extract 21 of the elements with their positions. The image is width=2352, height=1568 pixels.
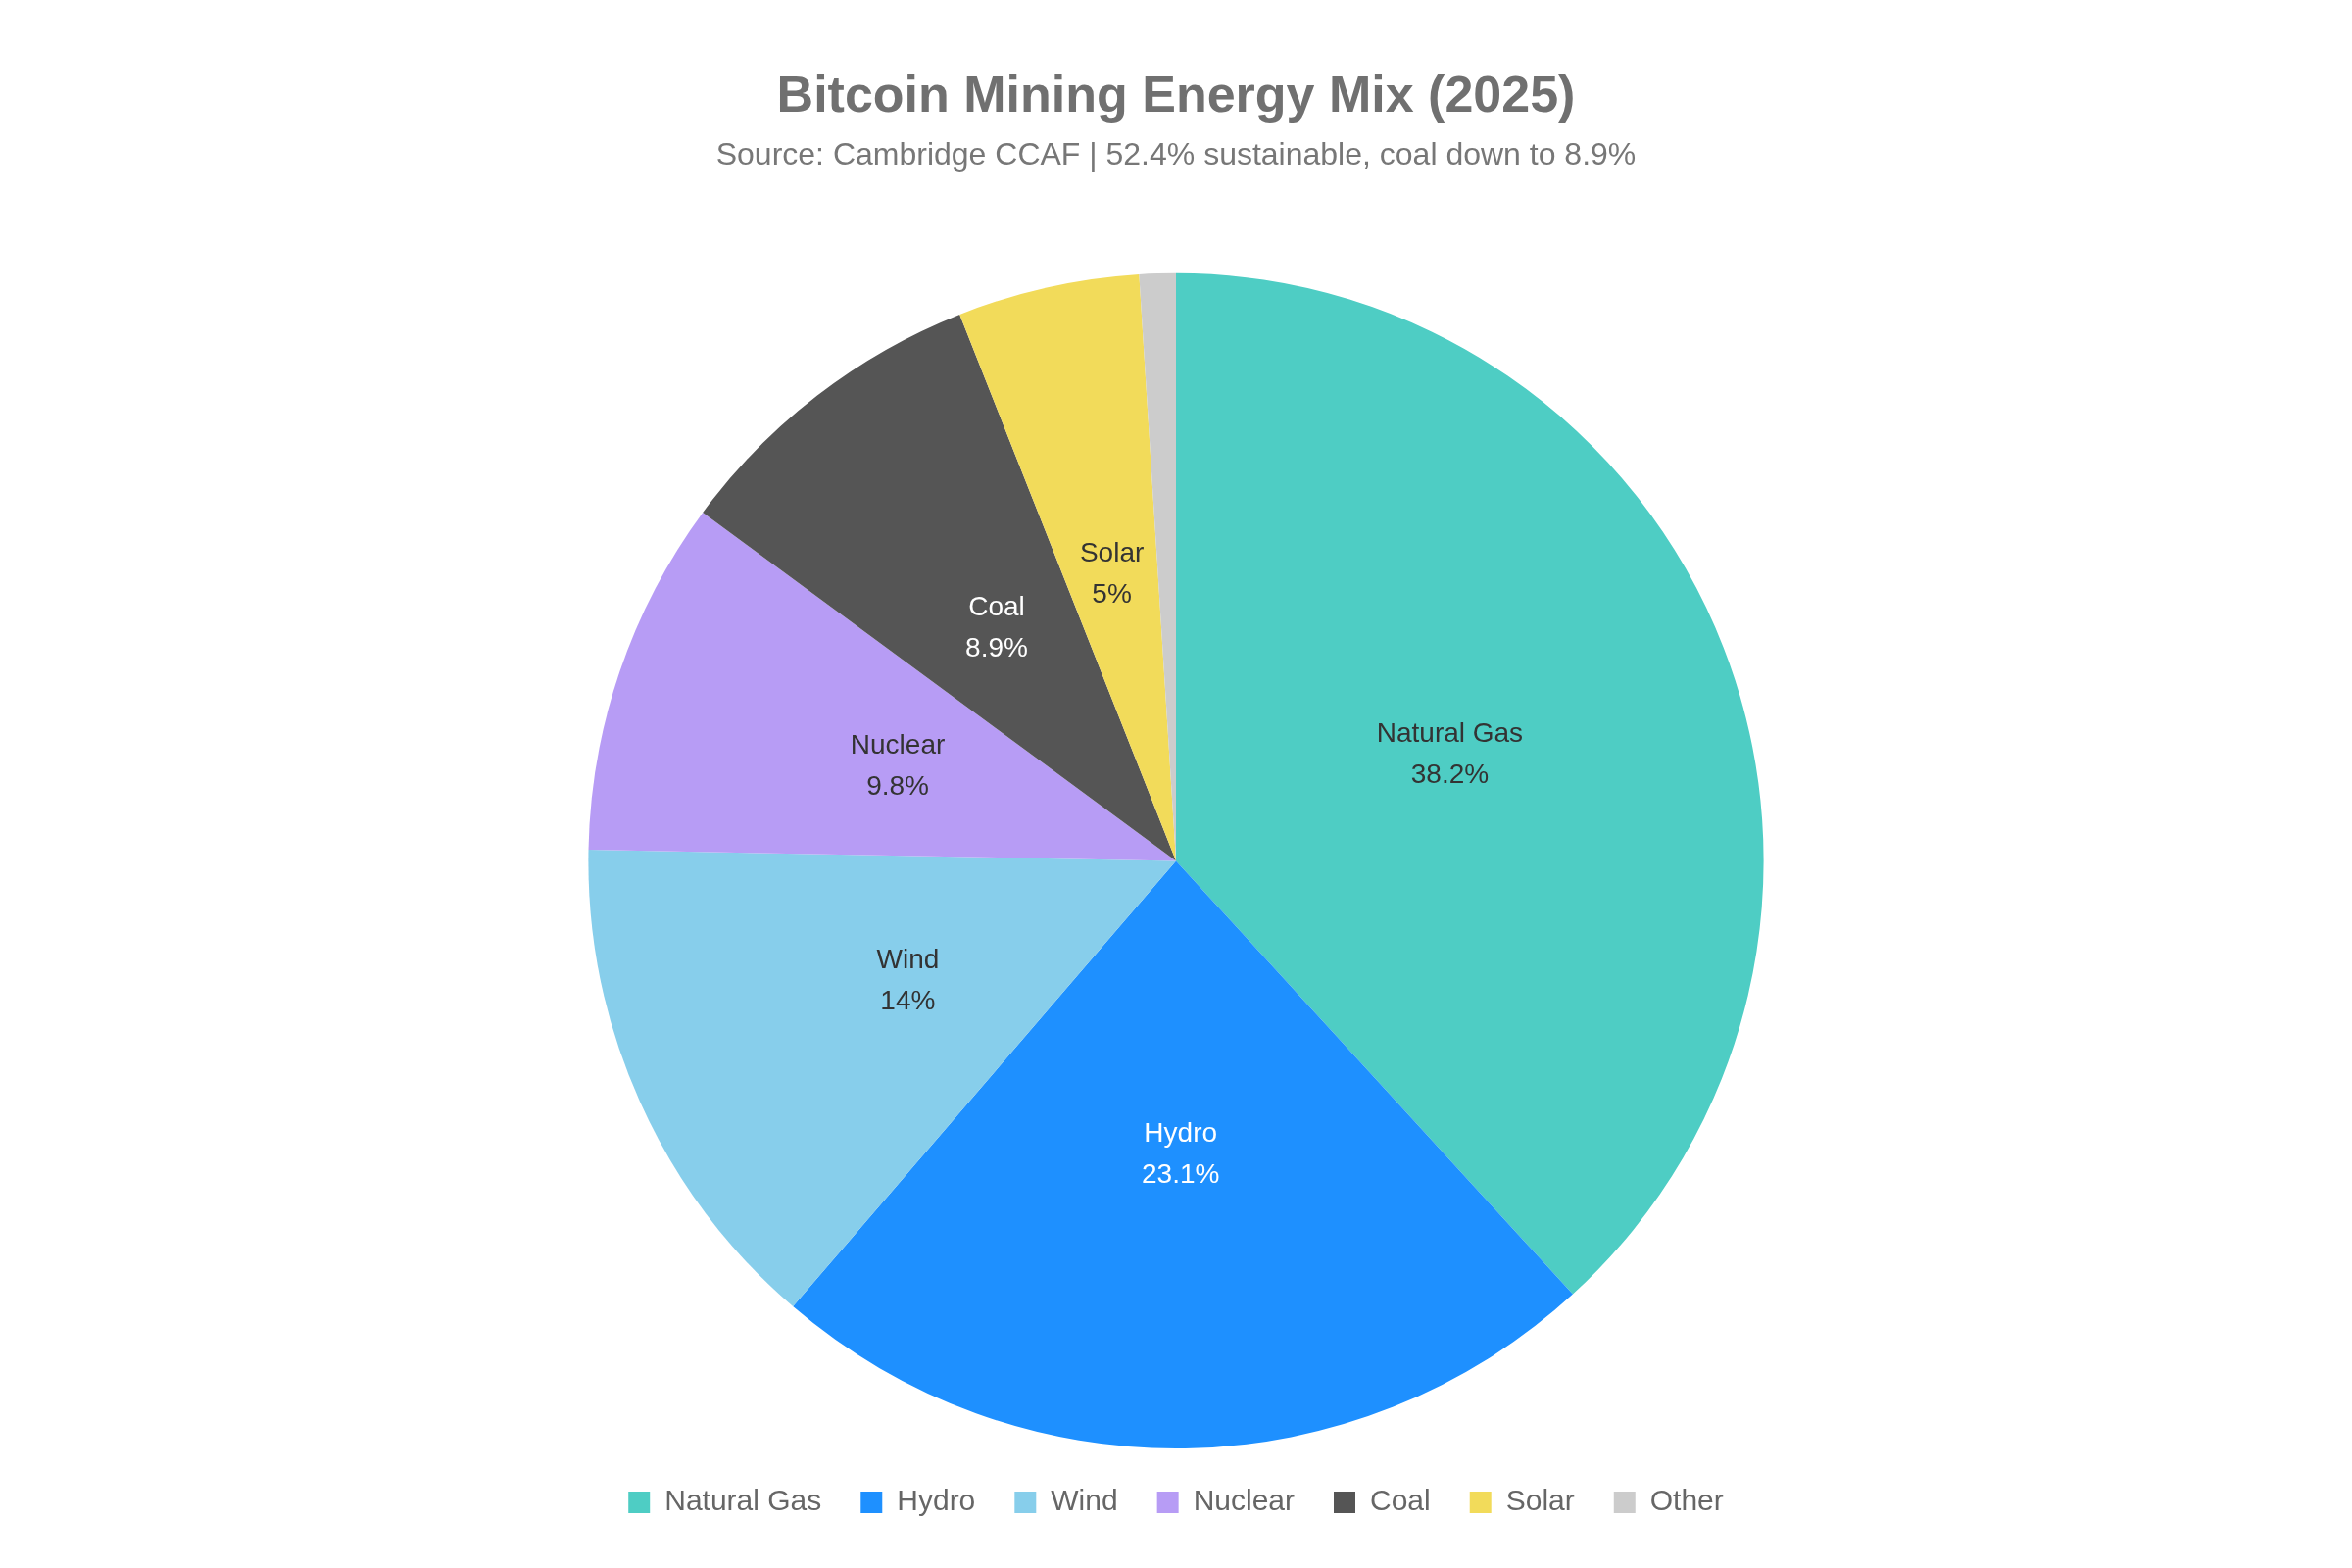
slice-label: Coal — [968, 590, 1025, 621]
slice-label: Nuclear — [850, 728, 946, 760]
data-label: 38.2% — [1410, 758, 1490, 789]
data-label: 14% — [880, 984, 936, 1015]
legend-label: Solar — [1505, 1484, 1575, 1517]
slice-label: Hydro — [1144, 1116, 1218, 1148]
chart-subtitle: Source: Cambridge CCAF | 52.4% sustainable, coal down to 8.9% — [715, 136, 1637, 172]
slice-label: Natural Gas — [1376, 716, 1524, 748]
legend-label: Coal — [1370, 1484, 1431, 1517]
legend-label: Wind — [1051, 1484, 1118, 1517]
legend-label: Nuclear — [1193, 1484, 1296, 1517]
slice-label: Solar — [1079, 536, 1145, 567]
legend-label: Hydro — [897, 1484, 976, 1517]
data-label: 9.8% — [866, 769, 929, 801]
data-label: 8.9% — [965, 631, 1028, 662]
data-label: 5% — [1092, 577, 1132, 609]
slice-label: Wind — [876, 943, 940, 974]
legend-label: Natural Gas — [664, 1484, 822, 1517]
chart-title: Bitcoin Mining Energy Mix (2025) — [776, 65, 1576, 122]
legend-label: Other — [1649, 1484, 1724, 1517]
data-label: 23.1% — [1142, 1157, 1220, 1189]
